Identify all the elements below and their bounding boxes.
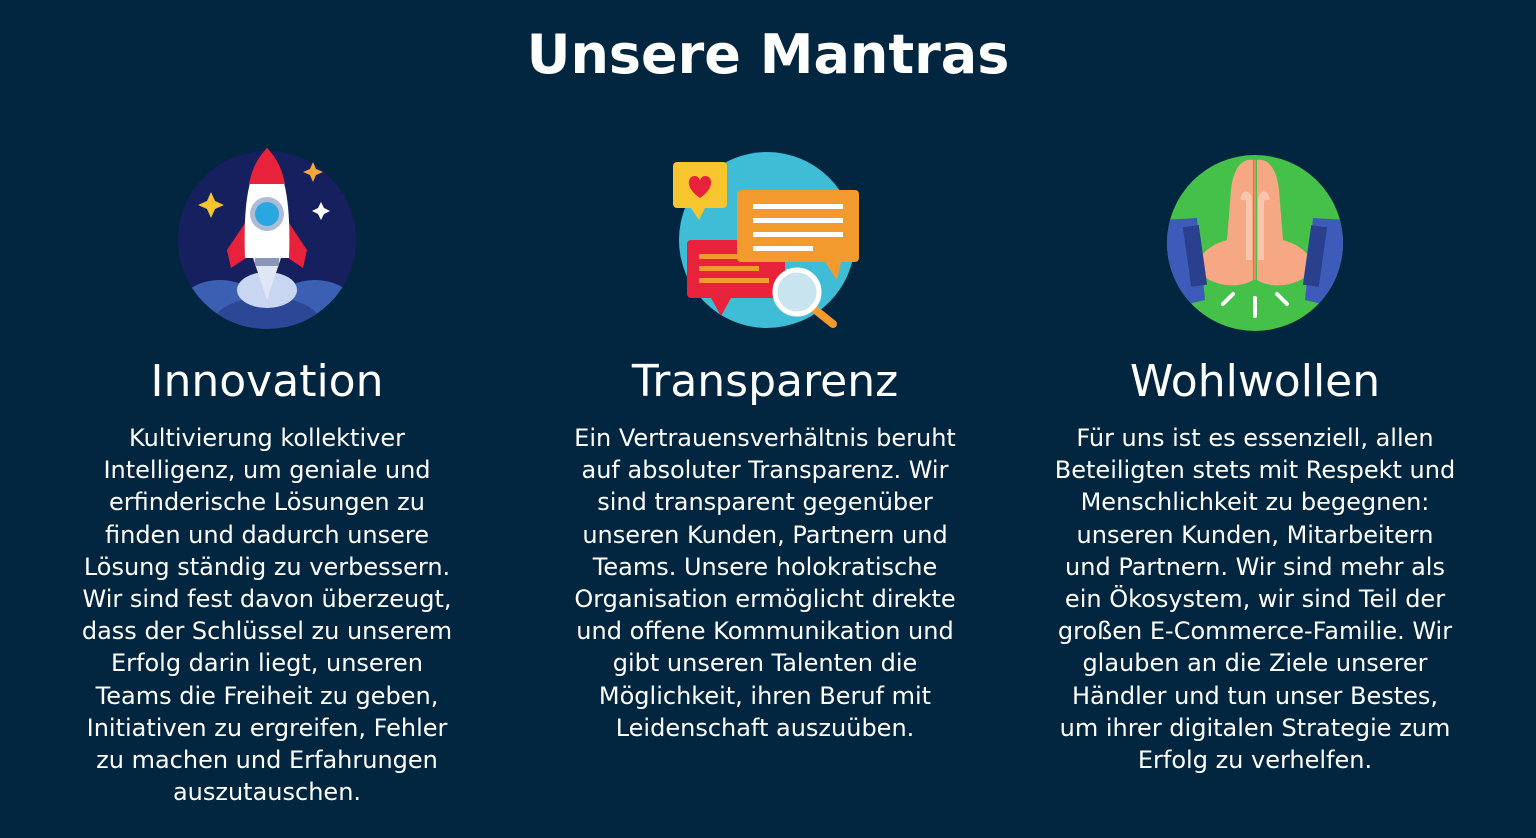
text-line: Menschlichkeit zu begegnen: bbox=[1080, 488, 1430, 517]
mantra-description: Ein Vertrauensverhältnis beruht auf abso… bbox=[560, 422, 970, 744]
text-line: Teams die Freiheit zu geben, bbox=[95, 681, 439, 710]
text-line: gibt unseren Talenten die bbox=[612, 649, 918, 678]
rocket-icon bbox=[178, 148, 356, 329]
text-line: Erfolg darin liegt, unseren bbox=[110, 649, 424, 678]
text-line: Teams. Unsere holokratische bbox=[592, 552, 938, 581]
chat-bubbles-icon bbox=[673, 152, 859, 328]
mantra-title: Transparenz bbox=[631, 356, 899, 407]
text-line: unseren Kunden, Partnern und bbox=[582, 520, 948, 549]
text-line: großen E-Commerce-Familie. Wir bbox=[1057, 617, 1453, 646]
text-line: Initiativen zu ergreifen, Fehler bbox=[86, 713, 448, 742]
text-line: Organisation ermöglicht direkte bbox=[574, 585, 956, 614]
text-line: finden und dadurch unsere bbox=[104, 520, 429, 549]
text-line: auf absoluter Transparenz. Wir bbox=[581, 456, 949, 485]
text-line: sind transparent gegenüber bbox=[597, 488, 933, 517]
text-line: Wir sind fest davon überzeugt, bbox=[82, 585, 452, 614]
text-line: und Partnern. Wir sind mehr als bbox=[1065, 552, 1445, 581]
text-line: Kultivierung kollektiver bbox=[129, 424, 405, 452]
mantra-transparenz: Transparenz Ein Vertrauensverhältnis ber… bbox=[560, 140, 970, 742]
text-line: Lösung ständig zu verbessern. bbox=[83, 552, 451, 581]
praying-hands-icon bbox=[1167, 155, 1343, 331]
text-line: ein Ökosystem, wir sind Teil der bbox=[1064, 585, 1446, 614]
mantra-title: Wohlwollen bbox=[1129, 356, 1381, 407]
text-line: Händler und tun unser Bestes, bbox=[1071, 681, 1439, 710]
text-line: Beteiligten stets mit Respekt und bbox=[1054, 456, 1456, 485]
text-line: unseren Kunden, Mitarbeitern bbox=[1076, 520, 1434, 549]
mantra-title: Innovation bbox=[150, 356, 384, 407]
text-line: glauben an die Ziele unserer bbox=[1082, 649, 1428, 678]
text-line: dass der Schlüssel zu unserem bbox=[81, 617, 453, 646]
text-line: und offene Kommunikation und bbox=[576, 617, 954, 646]
text-line: Erfolg zu verhelfen. bbox=[1137, 746, 1373, 775]
mantra-wohlwollen: Wohlwollen Für uns ist es essenziell, al… bbox=[1040, 140, 1470, 774]
text-line: zu machen und Erfahrungen bbox=[96, 746, 438, 775]
mantra-innovation: Innovation Kultivierung kollektiver Inte… bbox=[62, 140, 472, 806]
page-title: Unsere Mantras bbox=[526, 23, 1010, 86]
text-line: Leidenschaft auszuüben. bbox=[615, 713, 915, 742]
text-line: Ein Vertrauensverhältnis beruht bbox=[574, 424, 956, 452]
text-line: um ihrer digitalen Strategie zum bbox=[1059, 713, 1451, 742]
text-line: Für uns ist es essenziell, allen bbox=[1076, 424, 1434, 452]
text-line: Möglichkeit, ihren Beruf mit bbox=[598, 681, 932, 710]
mantra-description: Für uns ist es essenziell, allen Beteili… bbox=[1040, 422, 1470, 776]
mantra-description: Kultivierung kollektiver Intelligenz, um… bbox=[62, 422, 472, 808]
text-line: erfinderische Lösungen zu bbox=[108, 488, 425, 517]
text-line: auszutauschen. bbox=[172, 778, 362, 807]
text-line: Intelligenz, um geniale und bbox=[103, 456, 431, 485]
